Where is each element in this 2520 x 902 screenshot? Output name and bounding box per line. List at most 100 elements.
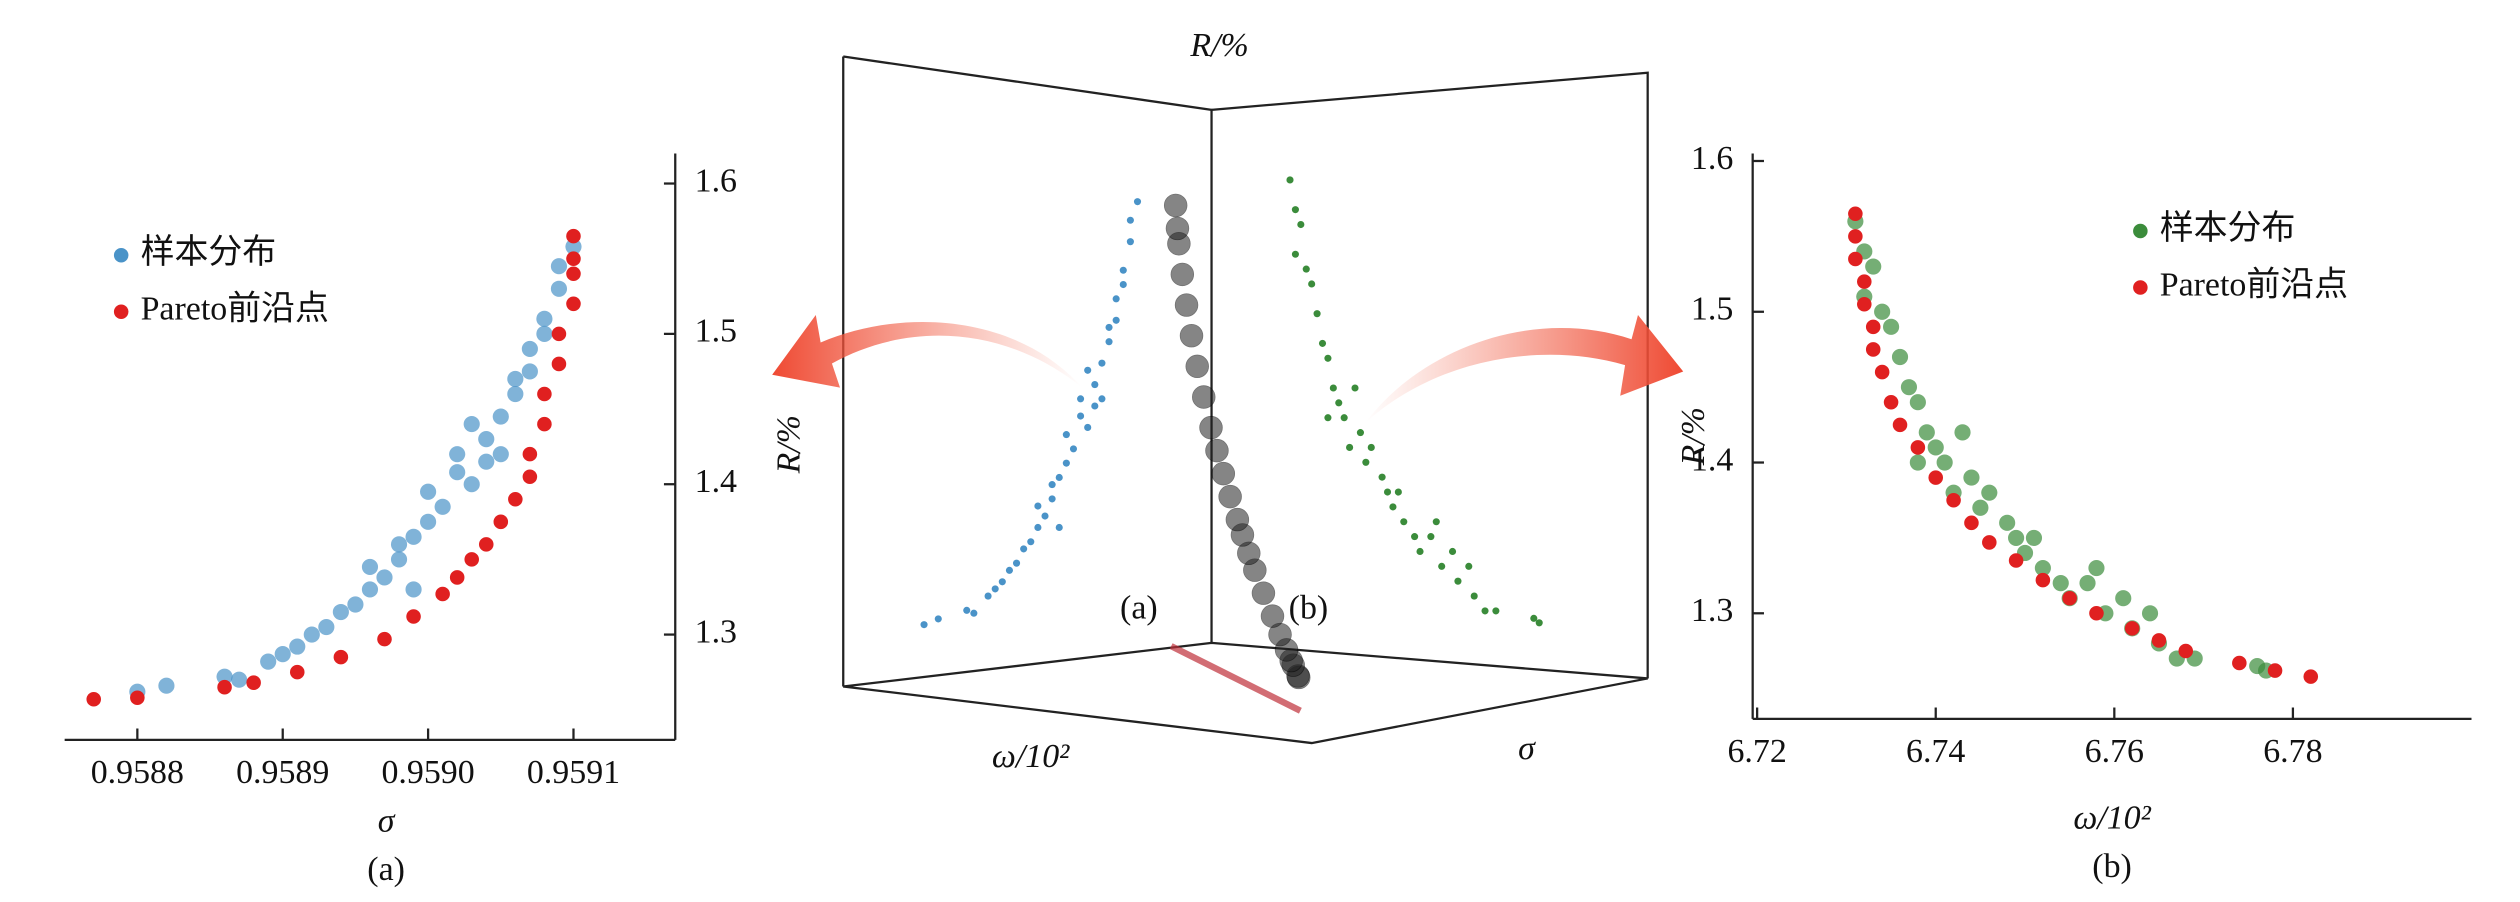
wall-point (1119, 266, 1127, 274)
point (492, 408, 509, 425)
point (1982, 535, 1997, 550)
point (1900, 379, 1918, 396)
panel-label: (b) (2092, 848, 2132, 885)
point (2025, 529, 2043, 546)
wall-point (1470, 592, 1478, 600)
wall-point (1041, 512, 1049, 520)
wall-point (1481, 607, 1489, 615)
wall-point (1530, 614, 1538, 622)
point (1910, 440, 1926, 455)
point (2008, 553, 2024, 568)
legend-marker (2133, 223, 2148, 239)
wall-point (1318, 339, 1327, 347)
point (405, 581, 422, 598)
wall-point (1492, 607, 1500, 615)
wall-point (1383, 488, 1392, 496)
point (390, 551, 408, 568)
wall-point (1389, 503, 1397, 511)
wall-point (1084, 366, 1092, 374)
y-tick-label: 1.5 (1691, 291, 1733, 328)
wall-point (1394, 488, 1402, 496)
point (435, 586, 450, 602)
point (1928, 470, 1943, 485)
pareto-ball (1205, 438, 1229, 463)
wall-point (1098, 359, 1106, 367)
point (478, 537, 494, 552)
wall-point (1112, 295, 1120, 303)
point (246, 675, 261, 690)
point (566, 228, 581, 244)
box-3d (842, 55, 1649, 745)
wall-point (920, 621, 928, 629)
point (1865, 319, 1881, 335)
wall-point (1324, 354, 1332, 362)
point (303, 626, 320, 643)
wall-point (1069, 445, 1078, 453)
wall-point (1411, 533, 1419, 541)
point (449, 446, 466, 463)
pareto-ball (1163, 193, 1188, 218)
pareto-ball (1179, 323, 1204, 348)
point (1892, 417, 1908, 433)
wall-point (1112, 316, 1120, 324)
point (522, 469, 538, 484)
point (463, 476, 480, 493)
wall-point (1346, 443, 1354, 451)
x-tick-label: 0.9589 (236, 754, 329, 791)
point (507, 370, 524, 388)
point (1857, 296, 1872, 312)
wall-point (1091, 381, 1099, 389)
wall-point (1427, 533, 1435, 541)
pareto-ball (1185, 354, 1209, 379)
wall-point (1034, 523, 1042, 532)
wall-point (1291, 250, 1299, 258)
point (1964, 515, 1979, 531)
wall-point (1297, 220, 1305, 229)
pareto-ball (1218, 484, 1242, 509)
point (2267, 663, 2283, 678)
point (1909, 454, 1926, 471)
point (274, 646, 291, 663)
panel-label: (a) (367, 851, 405, 888)
pareto-ball (1211, 461, 1236, 486)
wall-point (1062, 459, 1070, 467)
point (347, 596, 364, 613)
point (2232, 655, 2247, 671)
wall-point (1367, 443, 1375, 451)
wall-point (1308, 280, 1316, 288)
y-axis-label: R/% (770, 415, 807, 474)
wall-point (1105, 338, 1113, 346)
wall-point (1313, 310, 1321, 318)
point (566, 251, 581, 266)
pareto-ball (1174, 293, 1199, 317)
wall-point (1005, 566, 1013, 574)
point (463, 416, 480, 433)
pareto-ball (1165, 216, 1190, 241)
point (1874, 364, 1890, 380)
wall-label: (a) (1120, 589, 1158, 626)
legend-marker (2133, 280, 2148, 295)
wall-point (1351, 384, 1359, 392)
box-edge (843, 677, 1648, 745)
wall-point (1126, 216, 1134, 224)
point (537, 416, 552, 432)
pareto-ball (1260, 604, 1285, 628)
wall-point (1362, 458, 1370, 466)
point (521, 340, 538, 357)
wall-point (1454, 577, 1462, 585)
point (2151, 633, 2167, 648)
point (406, 609, 421, 624)
point (216, 668, 233, 685)
wall-point (1335, 399, 1343, 407)
box-edge (1211, 71, 1649, 679)
wall-point (1119, 280, 1127, 289)
point (537, 386, 552, 402)
point (1848, 206, 1863, 222)
wall-point (1535, 619, 1543, 627)
y-tick-label: 1.4 (1691, 441, 1733, 478)
wall-point (1286, 176, 1294, 184)
point (318, 618, 335, 636)
point (361, 581, 379, 598)
legend-label: Pareto前沿点 (2160, 265, 2348, 303)
point (376, 569, 393, 586)
